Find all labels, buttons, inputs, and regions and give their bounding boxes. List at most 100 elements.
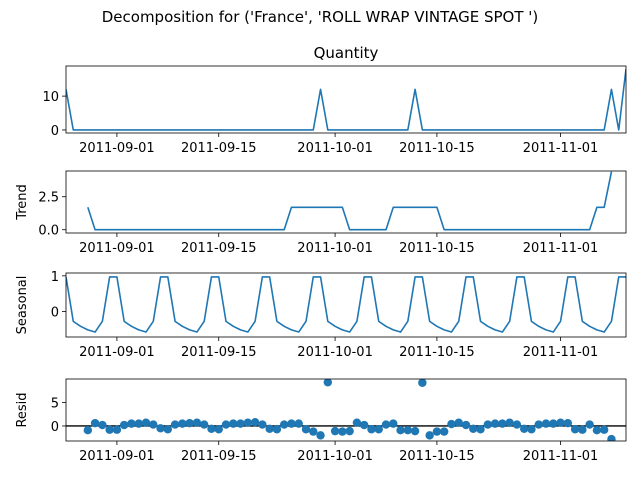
x-tick-label-trend-0: 2011-09-01 [79,241,155,256]
y-tick-label-resid-0: 0 [51,420,59,435]
resid-point [505,418,514,427]
resid-point [570,425,580,434]
panel-quantity: Quantity 2011-09-01 2011-09-15 2011-10-01 20… [42,44,627,156]
x-tick-label-trend-2: 2011-10-01 [297,241,373,256]
y-tick-label-seasonal-0: 0 [51,305,59,320]
resid-point [214,425,223,434]
resid-point [483,420,493,429]
resid-point [556,418,565,427]
x-tick-label-resid-2: 2011-10-01 [297,449,373,464]
resid-point [98,420,107,430]
resid-point [207,424,216,433]
line-quantity [66,68,626,131]
panel-trend: Trend 2011-09-01 2011-09-15 2011-10-01 2011-… [15,170,627,256]
series-trend [87,171,613,231]
resid-point [192,418,202,427]
x-tick-label-quantity-4: 2011-11-01 [523,141,599,156]
resid-point [476,425,485,434]
panels: Quantity 2011-09-01 2011-09-15 2011-10-01 20… [15,44,627,464]
panel-title-quantity: Quantity [314,44,379,62]
resid-point [323,379,333,387]
resid-point [112,425,122,434]
resid-point [229,419,238,428]
resid-point [498,419,507,428]
frame-seasonal [65,272,627,338]
y-tick-label-trend-0: 0.0 [38,224,59,239]
line-trend [87,171,613,231]
x-tick-label-resid-0: 2011-09-01 [79,449,155,464]
x-tick-label-quantity-3: 2011-10-15 [399,141,475,156]
resid-point [439,427,449,436]
x-tick-label-seasonal-3: 2011-10-15 [399,345,475,360]
resid-point [330,426,340,436]
resid-point [294,419,303,428]
resid-point [454,418,463,427]
x-tick-label-seasonal-1: 2011-09-15 [181,345,257,360]
resid-point [396,425,405,435]
resid-point [163,425,173,434]
resid-point [272,425,282,434]
resid-point [265,424,274,433]
x-tick-label-resid-4: 2011-11-01 [523,449,599,464]
y-tick-label-quantity-1: 10 [42,90,59,105]
line-seasonal [66,276,626,333]
resid-point [425,431,434,440]
resid-point [519,424,529,433]
resid-point [236,419,245,428]
resid-point [410,426,420,436]
resid-point [534,420,543,429]
resid-point [578,425,587,434]
resid-point [279,420,289,429]
resid-point [170,420,180,429]
resid-point [316,431,325,440]
resid-point [178,419,187,428]
resid-point [287,419,296,428]
resid-point [432,427,442,436]
resid-point [527,425,536,434]
frame-quantity [65,65,627,134]
resid-point [149,420,158,429]
resid-point [119,420,129,430]
x-tick-label-quantity-1: 2011-09-15 [181,141,257,156]
resid-point [352,418,362,427]
x-tick-label-quantity-2: 2011-10-01 [297,141,373,156]
resid-point [258,420,267,429]
resid-point [243,418,253,427]
x-tick-label-trend-3: 2011-10-15 [399,241,475,256]
resid-point [338,427,347,436]
resid-point [250,418,260,427]
resid-point [563,418,573,428]
resid-point [105,425,114,434]
resid-point [541,419,551,428]
resid-point [585,420,594,429]
x-tick-label-trend-1: 2011-09-15 [181,241,257,256]
resid-point [359,420,369,430]
resid-point [490,419,500,428]
x-tick-label-seasonal-0: 2011-09-01 [79,345,155,360]
x-tick-label-quantity-0: 2011-09-01 [79,141,155,156]
resid-point [127,419,136,428]
y-tick-label-seasonal-1: 1 [51,270,59,285]
resid-point [389,419,398,428]
resid-point [199,420,209,429]
resid-point [309,427,318,436]
resid-point [549,419,558,428]
frame-resid [65,378,627,442]
resid-point [374,425,383,434]
y-tick-label-resid-1: 5 [51,396,59,411]
resid-point [185,418,194,428]
resid-point [221,420,231,429]
resid-point [461,420,471,430]
y-tick-label-trend-1: 2.5 [38,191,59,206]
resid-point [301,425,311,434]
resid-point [403,425,413,435]
x-tick-label-resid-3: 2011-10-15 [399,449,475,464]
series-quantity [66,68,626,131]
x-tick-label-trend-4: 2011-11-01 [523,241,599,256]
y-tick-label-quantity-0: 0 [51,124,59,139]
resid-point [134,419,143,428]
ylabel-seasonal: Seasonal [15,276,30,335]
resid-point [367,425,376,434]
figure-title: Decomposition for ('France', 'ROLL WRAP … [102,8,539,26]
